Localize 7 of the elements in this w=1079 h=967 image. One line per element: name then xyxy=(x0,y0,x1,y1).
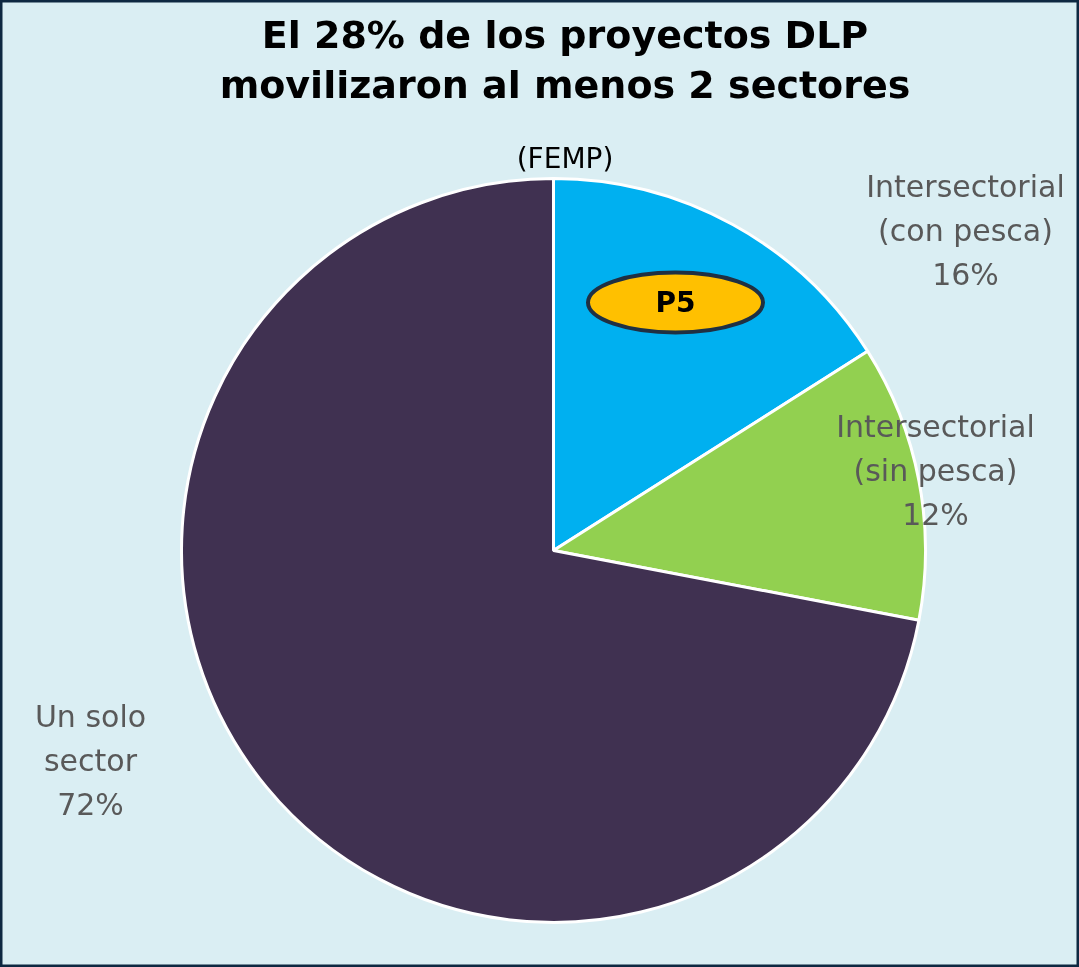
data-label: 72% xyxy=(57,786,124,822)
slice-label: Un solo sector xyxy=(34,699,147,778)
text: P5 xyxy=(655,286,696,319)
chart-title: El 28% de los proyectos DLP movilizaron al menos 2 sectores xyxy=(219,12,911,108)
slice-label: Intersectorial (con pesca) xyxy=(866,169,1065,248)
data-label: 16% xyxy=(932,256,999,292)
chart-subtitle: (FEMP) xyxy=(516,142,614,175)
